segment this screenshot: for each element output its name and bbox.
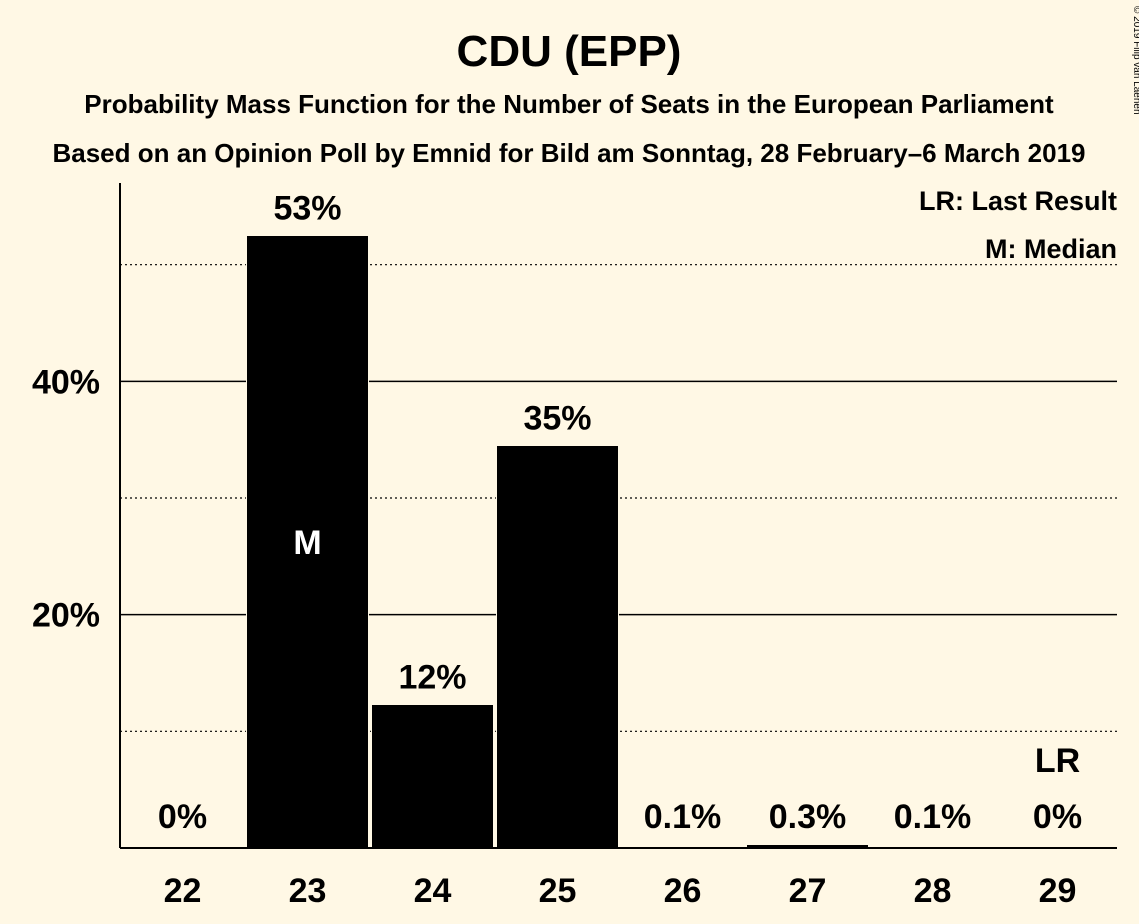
- x-tick-label: 25: [539, 872, 577, 910]
- y-tick-label: 20%: [32, 597, 100, 635]
- x-tick-label: 24: [414, 872, 452, 910]
- median-marker: M: [293, 524, 321, 562]
- last-result-marker: LR: [1035, 742, 1080, 780]
- x-tick-label: 29: [1039, 872, 1077, 910]
- chart-title: CDU (EPP): [457, 27, 682, 76]
- bar-value-label: 0.3%: [769, 798, 847, 836]
- chart-subtitle-2: Based on an Opinion Poll by Emnid for Bi…: [52, 138, 1085, 168]
- x-tick-label: 27: [789, 872, 827, 910]
- bar-value-label: 53%: [273, 190, 341, 228]
- legend-last-result: LR: Last Result: [919, 186, 1117, 216]
- x-tick-label: 28: [914, 872, 952, 910]
- copyright-note: © 2019 Filip van Laenen: [1131, 6, 1139, 115]
- bar: [496, 445, 619, 849]
- bar: [371, 704, 494, 849]
- chart-subtitle-1: Probability Mass Function for the Number…: [84, 89, 1054, 119]
- bar-value-label: 0.1%: [894, 798, 972, 836]
- bar-value-label: 0.1%: [644, 798, 722, 836]
- x-tick-label: 23: [289, 872, 327, 910]
- x-tick-label: 22: [164, 872, 202, 910]
- bar-value-label: 0%: [158, 798, 207, 836]
- bar-value-label: 0%: [1033, 798, 1082, 836]
- bar-value-label: 35%: [523, 400, 591, 438]
- bar-value-label: 12%: [398, 659, 466, 697]
- x-tick-label: 26: [664, 872, 702, 910]
- legend-median: M: Median: [985, 234, 1117, 264]
- y-tick-label: 40%: [32, 363, 100, 401]
